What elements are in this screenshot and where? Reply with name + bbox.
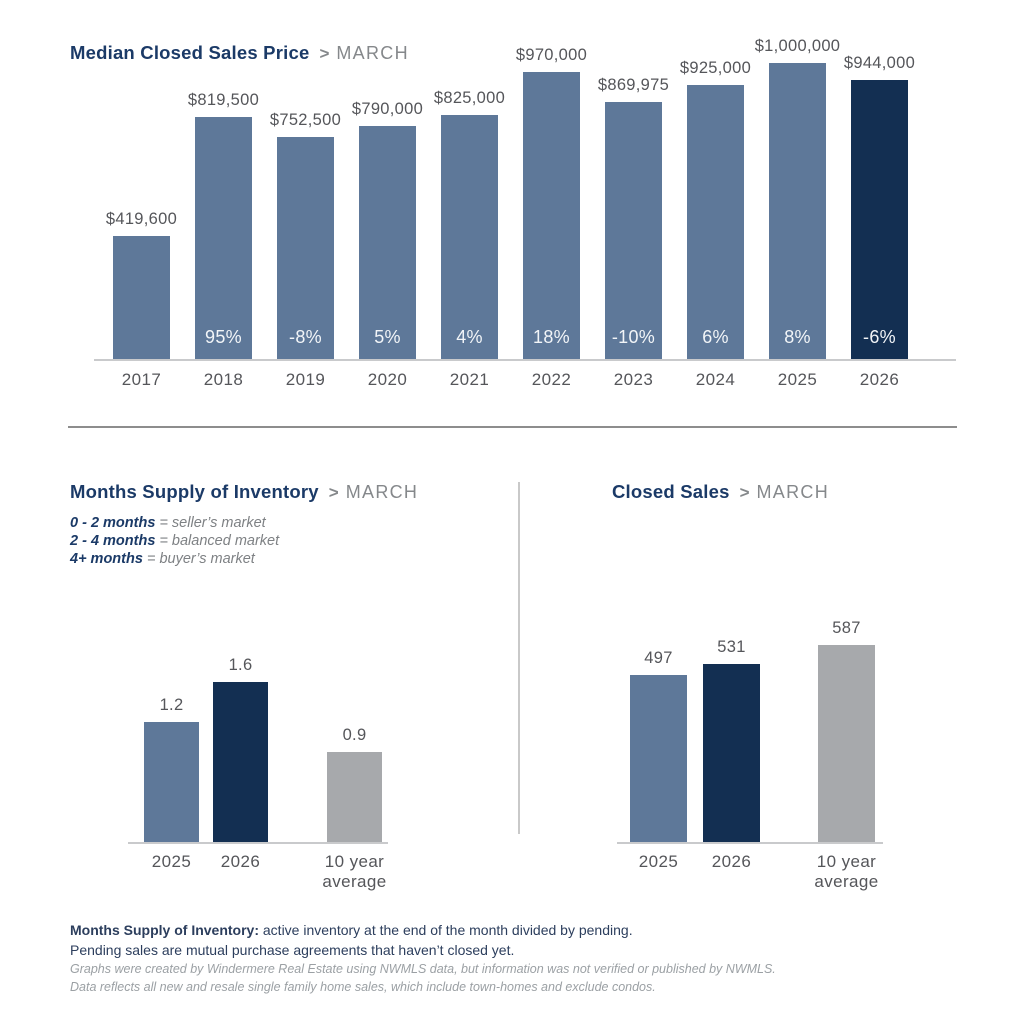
legend-meaning: = seller’s market: [159, 515, 266, 531]
bar-value-label: 531: [717, 638, 746, 656]
bar-2018: [195, 117, 252, 361]
bar-pct-change-label: 6%: [702, 327, 729, 347]
closed-sales-title-text: Closed Sales: [612, 481, 730, 502]
x-tick-label-2023: 2023: [613, 370, 654, 389]
bottom-charts-divider-line: [518, 482, 520, 834]
bar-pct-change-label: -10%: [611, 327, 656, 347]
chevron-separator: >: [739, 483, 750, 502]
months-supply-month-label: MARCH: [345, 482, 419, 502]
bar-2026: [703, 664, 760, 843]
data-source-disclaimer: Graphs were created by Windermere Real E…: [70, 960, 776, 996]
bar-2025: [769, 63, 826, 361]
definition-line-2: Pending sales are mutual purchase agreem…: [70, 941, 515, 958]
months-supply-title: Months Supply of Inventory > MARCH: [70, 481, 418, 503]
bar-10-year-average: [327, 752, 382, 843]
legend-range: 2 - 4 months: [70, 533, 156, 549]
x-tick-label-2021: 2021: [449, 370, 490, 389]
bar-2025: [630, 675, 687, 843]
x-tick-label-2018: 2018: [203, 370, 244, 389]
months-supply-x-axis-line: [128, 842, 388, 844]
bar-pct-change-label: -8%: [289, 327, 322, 347]
x-tick-label-2026: 2026: [859, 370, 900, 389]
bar-2021: [441, 115, 498, 361]
legend-row-buyers-market: 4+ months = buyer’s market: [70, 550, 279, 568]
median-price-title-text: Median Closed Sales Price: [70, 42, 310, 63]
x-tick-label-2019: 2019: [285, 370, 326, 389]
x-tick-label-2022: 2022: [531, 370, 572, 389]
bar-value-label: 1.6: [228, 656, 253, 674]
months-supply-title-text: Months Supply of Inventory: [70, 481, 319, 502]
bar-value-label: $925,000: [679, 59, 752, 77]
legend-meaning: = buyer’s market: [146, 551, 255, 567]
x-tick-label-10-year-average: 10 year average: [814, 852, 879, 891]
x-tick-label-2020: 2020: [367, 370, 408, 389]
bar-2019: [277, 137, 334, 361]
x-tick-label-2026: 2026: [220, 852, 261, 871]
bar-value-label: 497: [644, 649, 673, 667]
x-tick-label-2017: 2017: [121, 370, 162, 389]
bar-2026: [213, 682, 268, 843]
chevron-separator: >: [319, 44, 330, 63]
bar-value-label: $944,000: [843, 54, 916, 72]
bar-pct-change-label: 5%: [374, 327, 401, 347]
legend-range: 4+ months: [70, 551, 143, 567]
section-divider-line: [68, 426, 957, 428]
x-tick-label-2026: 2026: [711, 852, 752, 871]
bar-2025: [144, 722, 199, 843]
x-tick-label-2025: 2025: [151, 852, 192, 871]
legend-range: 0 - 2 months: [70, 515, 156, 531]
legend-row-balanced-market: 2 - 4 months = balanced market: [70, 532, 279, 550]
bar-value-label: $869,975: [597, 76, 670, 94]
bar-value-label: 1.2: [159, 696, 184, 714]
bar-value-label: $1,000,000: [754, 37, 841, 55]
market-type-legend: 0 - 2 months = seller’s market 2 - 4 mon…: [70, 514, 279, 568]
bar-value-label: $970,000: [515, 46, 588, 64]
bar-value-label: $819,500: [187, 91, 260, 109]
bar-pct-change-label: 95%: [205, 327, 242, 347]
disclaimer-line-1: Graphs were created by Windermere Real E…: [70, 962, 776, 976]
bar-2022: [523, 72, 580, 361]
bar-value-label: 587: [832, 619, 861, 637]
definition-text: active inventory at the end of the month…: [259, 922, 633, 938]
disclaimer-line-2: Data reflects all new and resale single …: [70, 980, 656, 994]
x-tick-label-10-year-average: 10 year average: [322, 852, 387, 891]
x-tick-label-2024: 2024: [695, 370, 736, 389]
closed-sales-month-label: MARCH: [756, 482, 830, 502]
x-tick-label-2025: 2025: [638, 852, 679, 871]
bar-value-label: $752,500: [269, 111, 342, 129]
bar-value-label: $790,000: [351, 100, 424, 118]
median-price-month-label: MARCH: [336, 43, 409, 63]
bar-pct-change-label: -6%: [863, 327, 896, 347]
bar-10-year-average: [818, 645, 875, 843]
bar-value-label: 0.9: [342, 726, 367, 744]
chevron-separator: >: [328, 483, 339, 502]
definition-term: Months Supply of Inventory:: [70, 922, 259, 938]
closed-sales-x-axis-line: [617, 842, 883, 844]
months-supply-definition: Months Supply of Inventory: active inven…: [70, 921, 633, 960]
bar-2020: [359, 126, 416, 361]
bar-pct-change-label: 4%: [456, 327, 483, 347]
legend-meaning: = balanced market: [159, 533, 280, 549]
bar-2026: [851, 80, 908, 361]
bar-2023: [605, 102, 662, 361]
legend-row-sellers-market: 0 - 2 months = seller’s market: [70, 514, 279, 532]
x-tick-label-2025: 2025: [777, 370, 818, 389]
closed-sales-title: Closed Sales > MARCH: [612, 481, 829, 503]
bar-2017: [113, 236, 170, 361]
definition-line-1: Months Supply of Inventory: active inven…: [70, 921, 633, 941]
bar-pct-change-label: 8%: [784, 327, 811, 347]
median-price-title: Median Closed Sales Price > MARCH: [70, 42, 409, 64]
bar-value-label: $825,000: [433, 89, 506, 107]
bar-2024: [687, 85, 744, 361]
bar-pct-change-label: 18%: [533, 327, 570, 347]
median-price-x-axis-line: [94, 359, 956, 361]
bar-value-label: $419,600: [105, 210, 178, 228]
